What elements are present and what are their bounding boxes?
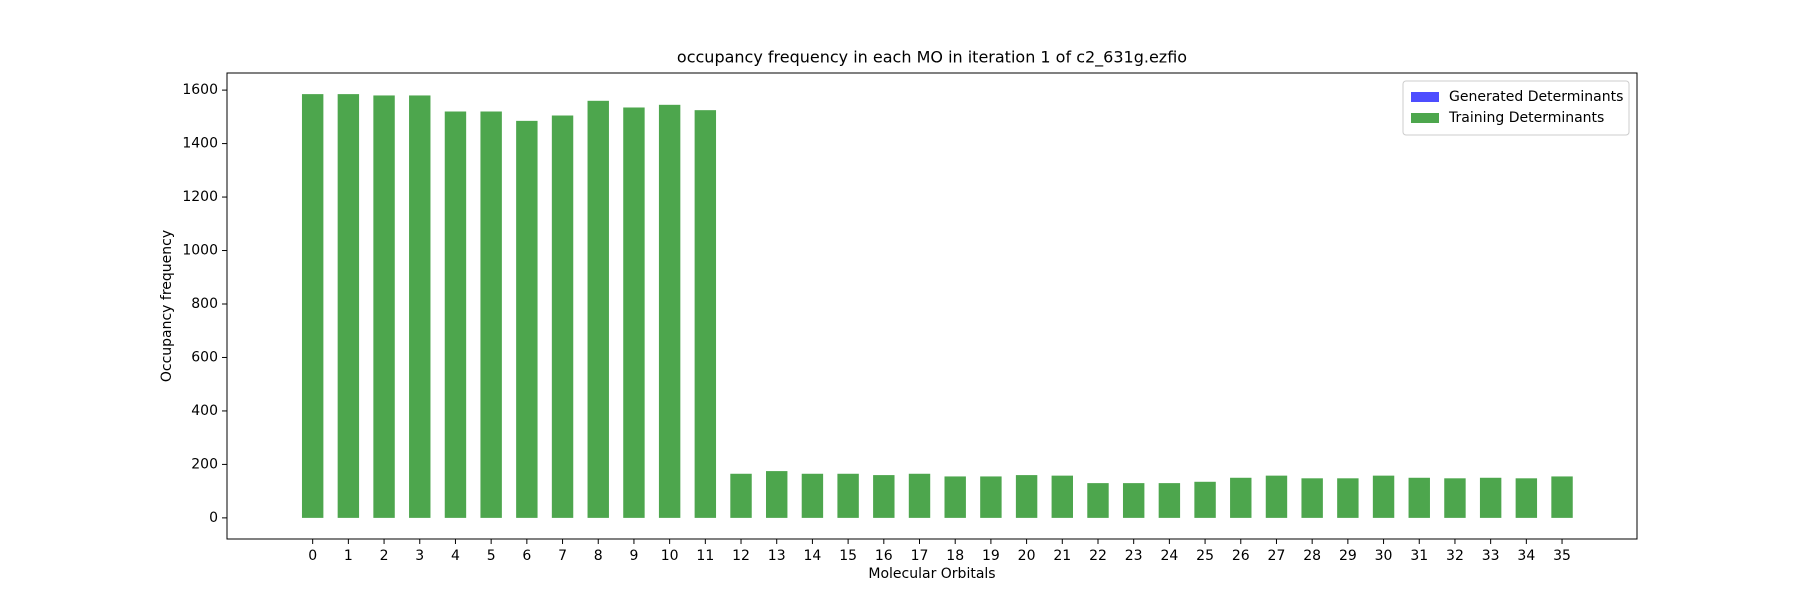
x-tick-label: 8 (594, 548, 603, 564)
bar (1051, 475, 1073, 518)
legend-swatch (1411, 113, 1439, 123)
y-axis-label: Occupancy frequency (159, 230, 175, 382)
x-tick-label: 9 (629, 548, 638, 564)
x-tick-label: 17 (911, 548, 929, 564)
x-tick-label: 2 (380, 548, 389, 564)
bar (837, 473, 859, 518)
legend-swatch (1411, 92, 1439, 102)
x-tick-label: 21 (1053, 548, 1071, 564)
bar (1479, 477, 1502, 518)
y-tick-label: 800 (191, 296, 218, 312)
y-tick-label: 400 (191, 403, 218, 419)
legend-label: Generated Determinants (1449, 89, 1623, 105)
bar (1337, 478, 1359, 518)
x-tick-label: 16 (875, 548, 893, 564)
x-tick-label: 13 (768, 548, 786, 564)
bar (1444, 478, 1466, 518)
bar (908, 473, 931, 518)
x-tick-label: 27 (1268, 548, 1286, 564)
bar (373, 95, 395, 518)
bar (1551, 476, 1573, 518)
x-tick-label: 12 (732, 548, 750, 564)
bar (1122, 483, 1145, 518)
x-tick-label: 5 (487, 548, 496, 564)
x-tick-label: 22 (1089, 548, 1107, 564)
x-tick-label: 31 (1410, 548, 1428, 564)
bar (944, 476, 966, 518)
bar (658, 104, 681, 518)
bar (444, 111, 467, 518)
x-tick-label: 24 (1160, 548, 1178, 564)
bar (1372, 475, 1395, 518)
x-tick-label: 1 (344, 548, 353, 564)
x-tick-label: 33 (1482, 548, 1500, 564)
bar (1408, 477, 1430, 518)
bar (1158, 483, 1181, 518)
x-tick-label: 29 (1339, 548, 1357, 564)
bar (1194, 481, 1216, 518)
bar (1087, 483, 1109, 518)
bar (694, 110, 717, 518)
bar (730, 473, 752, 518)
y-tick-label: 1600 (182, 82, 218, 98)
bar (337, 94, 360, 518)
bar (409, 95, 431, 518)
bar (766, 471, 788, 518)
y-tick-label: 600 (191, 349, 218, 365)
x-tick-label: 26 (1232, 548, 1250, 564)
x-tick-label: 7 (558, 548, 567, 564)
bar (801, 473, 824, 518)
legend-label: Training Determinants (1448, 110, 1604, 126)
x-tick-label: 32 (1446, 548, 1464, 564)
bar (623, 107, 645, 518)
bar (1265, 475, 1288, 518)
x-tick-label: 6 (522, 548, 531, 564)
x-tick-label: 3 (415, 548, 424, 564)
x-tick-label: 4 (451, 548, 460, 564)
x-axis-label: Molecular Orbitals (868, 566, 995, 582)
bar (873, 475, 895, 518)
bar (980, 476, 1002, 518)
plot-frame (226, 72, 1638, 540)
bar (516, 120, 538, 518)
legend-box (1402, 80, 1630, 136)
bar (1015, 475, 1038, 518)
x-tick-label: 10 (661, 548, 679, 564)
x-tick-label: 28 (1303, 548, 1321, 564)
bar (480, 111, 502, 518)
y-tick-label: 1000 (182, 243, 218, 259)
x-tick-label: 23 (1125, 548, 1143, 564)
x-tick-label: 34 (1517, 548, 1535, 564)
x-tick-label: 0 (308, 548, 317, 564)
x-tick-label: 11 (696, 548, 714, 564)
x-tick-label: 19 (982, 548, 1000, 564)
y-tick-label: 0 (209, 510, 218, 526)
bar (551, 115, 574, 518)
bar (1230, 477, 1252, 518)
bar (1301, 478, 1323, 518)
y-tick-label: 200 (191, 456, 218, 472)
x-tick-label: 15 (839, 548, 857, 564)
x-tick-label: 25 (1196, 548, 1214, 564)
x-tick-label: 30 (1375, 548, 1393, 564)
y-tick-label: 1200 (182, 189, 218, 205)
x-tick-label: 20 (1018, 548, 1036, 564)
x-tick-label: 35 (1553, 548, 1571, 564)
x-tick-label: 14 (804, 548, 822, 564)
bar (587, 100, 609, 518)
x-tick-label: 18 (946, 548, 964, 564)
chart-title: occupancy frequency in each MO in iterat… (677, 48, 1187, 68)
bar (301, 94, 324, 518)
bar (1515, 478, 1538, 518)
y-tick-label: 1400 (182, 136, 218, 152)
